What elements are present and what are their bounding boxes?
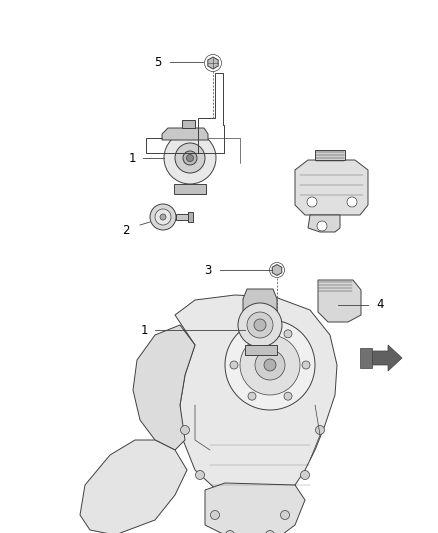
Polygon shape [133, 325, 195, 450]
Circle shape [211, 511, 219, 520]
Text: 3: 3 [204, 263, 212, 277]
Text: 1: 1 [140, 324, 148, 336]
Circle shape [175, 143, 205, 173]
Polygon shape [174, 184, 206, 194]
Circle shape [247, 312, 273, 338]
Polygon shape [176, 214, 188, 220]
Circle shape [255, 350, 285, 380]
Polygon shape [245, 345, 277, 355]
Circle shape [230, 361, 238, 369]
Polygon shape [372, 345, 402, 371]
Polygon shape [182, 120, 195, 128]
Text: 2: 2 [122, 223, 130, 237]
Polygon shape [315, 150, 345, 160]
Polygon shape [295, 160, 368, 215]
Polygon shape [318, 280, 361, 322]
Circle shape [248, 392, 256, 400]
Polygon shape [80, 440, 187, 533]
Circle shape [160, 214, 166, 220]
Polygon shape [243, 289, 277, 312]
Polygon shape [188, 212, 193, 222]
Circle shape [195, 471, 205, 480]
Circle shape [307, 197, 317, 207]
Polygon shape [175, 295, 337, 500]
Circle shape [264, 359, 276, 371]
Circle shape [248, 330, 256, 338]
Circle shape [226, 530, 234, 533]
Circle shape [302, 361, 310, 369]
Polygon shape [360, 348, 372, 368]
Circle shape [238, 303, 282, 347]
Polygon shape [205, 483, 305, 533]
Circle shape [300, 471, 310, 480]
Circle shape [187, 155, 194, 161]
Polygon shape [162, 128, 208, 140]
Circle shape [347, 197, 357, 207]
Polygon shape [308, 215, 340, 232]
Circle shape [280, 511, 290, 520]
Circle shape [150, 204, 176, 230]
Circle shape [317, 221, 327, 231]
Circle shape [315, 425, 325, 434]
Circle shape [155, 209, 171, 225]
Circle shape [183, 151, 197, 165]
Circle shape [284, 330, 292, 338]
Circle shape [240, 335, 300, 395]
Polygon shape [272, 264, 282, 276]
Text: 5: 5 [154, 55, 162, 69]
Circle shape [265, 530, 275, 533]
Text: 4: 4 [376, 298, 384, 311]
Circle shape [225, 320, 315, 410]
Circle shape [180, 425, 190, 434]
Text: 1: 1 [128, 151, 136, 165]
Circle shape [254, 319, 266, 331]
Polygon shape [208, 57, 218, 69]
Circle shape [164, 132, 216, 184]
Circle shape [284, 392, 292, 400]
